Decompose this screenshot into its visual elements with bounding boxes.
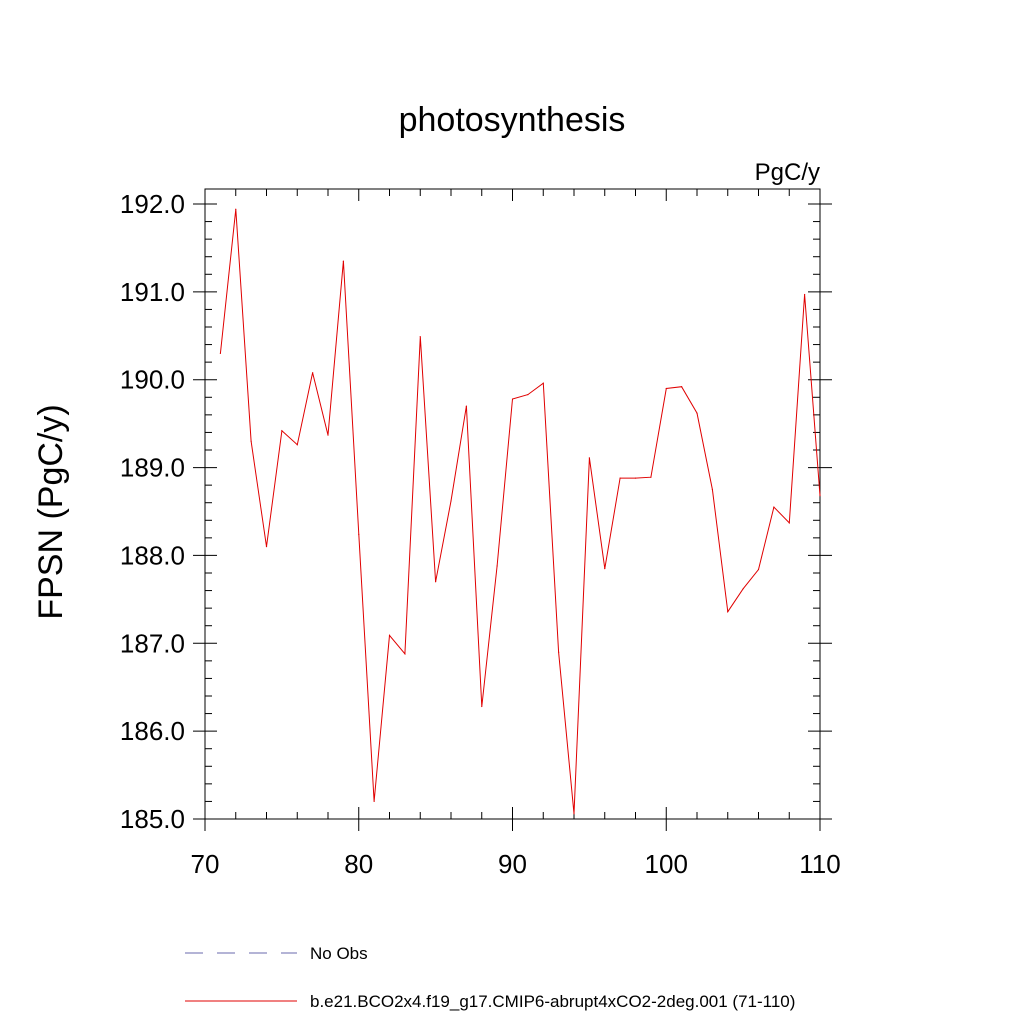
data-point <box>804 293 806 296</box>
y-tick-label: 190.0 <box>120 365 185 395</box>
data-point <box>527 394 529 396</box>
y-tick-label: 187.0 <box>120 628 185 658</box>
data-point <box>604 568 606 570</box>
data-point <box>481 705 483 708</box>
data-point <box>650 476 652 478</box>
data-point <box>665 387 667 390</box>
data-point <box>511 398 514 400</box>
y-tick-label: 186.0 <box>120 716 185 746</box>
data-point <box>711 488 713 491</box>
data-point <box>388 634 391 636</box>
data-point <box>542 382 544 384</box>
y-tick-label: 185.0 <box>120 804 185 834</box>
data-point <box>281 430 283 432</box>
units-label: PgC/y <box>755 159 820 186</box>
data-point <box>742 588 744 590</box>
data-point <box>235 208 237 210</box>
data-point <box>681 386 683 388</box>
data-point <box>619 477 621 479</box>
data-point <box>757 568 760 571</box>
plot-frame <box>204 188 821 820</box>
legend: No Obs b.e21.BCO2x4.f19_g17.CMIP6-abrupt4… <box>185 944 795 1011</box>
data-point <box>219 352 221 354</box>
y-axis-label: FPSN (PgC/y) <box>32 404 70 619</box>
legend-label-2: b.e21.BCO2x4.f19_g17.CMIP6-abrupt4xCO2-2… <box>310 992 795 1011</box>
data-point <box>588 457 590 459</box>
data-point <box>727 611 729 613</box>
x-tick-label: 80 <box>344 849 373 879</box>
data-point <box>558 651 560 653</box>
data-point <box>358 533 360 535</box>
series-line <box>219 209 821 814</box>
data-point <box>773 506 775 508</box>
data-point <box>250 440 252 442</box>
data-point <box>327 434 329 436</box>
x-tick-label: 90 <box>498 849 527 879</box>
y-tick-label: 191.0 <box>120 277 185 307</box>
data-point <box>296 444 298 446</box>
data-point <box>496 565 498 567</box>
x-tick-label: 110 <box>799 849 840 879</box>
x-tick-label: 70 <box>191 849 220 879</box>
data-point <box>435 581 437 583</box>
plot-area: 185.0 186.0 187.0 188.0 189.0 190.0 191.0 192.0… <box>120 188 841 879</box>
data-point <box>342 260 344 262</box>
x-tick-label: 100 <box>645 849 688 879</box>
y-tick-label: 188.0 <box>120 540 185 570</box>
data-point <box>788 522 790 524</box>
data-point <box>450 500 452 502</box>
data-point <box>465 405 467 407</box>
data-point <box>634 477 637 479</box>
data-point <box>696 412 698 414</box>
data-point <box>404 653 406 655</box>
data-point <box>819 495 821 497</box>
legend-label-1: No Obs <box>310 944 368 963</box>
data-point <box>573 813 575 815</box>
data-point <box>312 372 314 374</box>
data-point <box>373 800 375 803</box>
y-tick-label: 192.0 <box>120 189 185 219</box>
data-point <box>419 336 421 338</box>
data-point <box>265 546 268 548</box>
chart-title: photosynthesis <box>399 101 626 139</box>
y-tick-label: 189.0 <box>120 453 185 483</box>
